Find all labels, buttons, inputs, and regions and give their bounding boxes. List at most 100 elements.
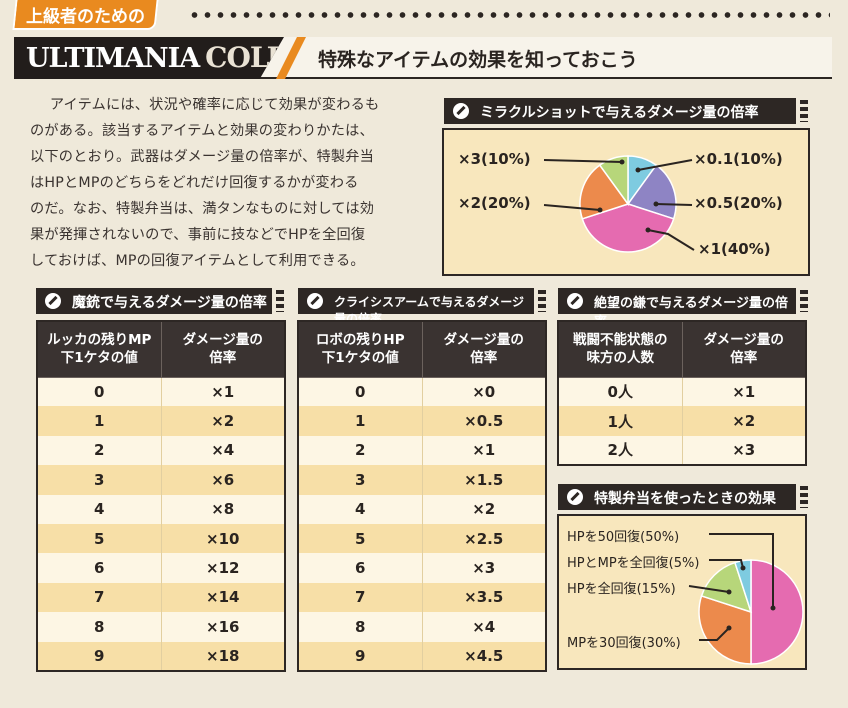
table-row: 9 ×4.5 (298, 641, 547, 671)
bento-pie-chart (688, 533, 804, 665)
table-cell: 5 (37, 523, 162, 554)
table-header: 戦闘不能状態の 味方の人数 (557, 320, 683, 378)
table-cell: ×14 (161, 582, 286, 613)
table-cell: ×12 (161, 553, 286, 583)
table-cell: 1人 (558, 406, 683, 436)
table-cell: 0 (298, 377, 423, 407)
table-row: 6 ×12 (37, 553, 286, 583)
table-row: 3 ×1.5 (298, 465, 547, 495)
column-subtitle: 特殊なアイテムの効果を知っておこう (318, 49, 638, 71)
heading-bars (276, 290, 284, 312)
intro-paragraph: アイテムには、状況や確率に応じて効果が変わるも のがある。該当するアイテムと効果… (30, 97, 380, 269)
leader-dot (597, 207, 603, 213)
leader-line (637, 159, 693, 171)
table-row: 5 ×10 (37, 523, 286, 554)
label-x3: ×3(10%) (458, 150, 531, 168)
table-row: 7 ×3.5 (298, 582, 547, 613)
table-row: 1 ×0.5 (298, 406, 547, 436)
table-cell: 2人 (558, 435, 683, 466)
leader-line (699, 627, 730, 641)
beginner-tag: 上級者のための (12, 0, 159, 30)
pie-slice (698, 594, 752, 665)
label-hp50: HPを50回復(50%) (567, 530, 680, 545)
table-row: 8 ×16 (37, 612, 286, 642)
despair-heading: 絶望の鎌で与えるダメージ量の倍率 (558, 288, 808, 330)
table-header: ダメージ量の 倍率 (160, 320, 286, 378)
table-cell: 7 (37, 582, 162, 613)
table-row: 7 ×14 (37, 582, 286, 613)
table-row: 1人 ×2 (558, 406, 807, 436)
table-cell: 7 (298, 582, 423, 613)
table-cell: ×2 (422, 494, 547, 524)
table-cell: ×6 (161, 465, 286, 495)
pie-slice (733, 559, 752, 613)
leader-line (655, 203, 693, 206)
majuu-table: ルッカの残りMP 下1ケタの値 ダメージ量の 倍率 0 ×1 1 ×2 2 ×4 3 ×6 4 ×8 5 ×1… (36, 320, 286, 672)
table-cell: ×4 (161, 435, 286, 466)
despair-table: 戦闘不能状態の 味方の人数 ダメージ量の 倍率 0人 ×1 1人 ×2 2人 ×3 (557, 320, 807, 467)
table-cell: 6 (37, 553, 162, 583)
table-cell: ×1.5 (422, 465, 547, 495)
table-cell: 4 (37, 494, 162, 524)
heading-bars (538, 290, 546, 312)
table-cell: 3 (298, 465, 423, 495)
table-cell: ×1 (682, 377, 807, 407)
pie-slice (750, 559, 804, 665)
table-cell: ×2 (161, 406, 286, 436)
pie-slice (581, 203, 675, 253)
leader-dot (635, 167, 641, 173)
miracle-chart-panel: ×3(10%) ×2(20%) ×0.1(10%) ×0.5(20%) ×1(4… (442, 128, 810, 276)
title-slash-accent (276, 37, 306, 79)
table-cell: 4 (298, 494, 423, 524)
table-header: ダメージ量の 倍率 (421, 320, 547, 378)
table-cell: ×2.5 (422, 523, 547, 554)
label-x01: ×0.1(10%) (694, 150, 783, 168)
table-cell: 2 (37, 435, 162, 466)
leader-dot (645, 227, 651, 233)
table-cell: ×4.5 (422, 641, 547, 671)
table-row: 5 ×2.5 (298, 523, 547, 554)
table-row: 2人 ×3 (558, 435, 807, 466)
bento-chart-panel: HPを50回復(50%) HPとMPを全回復(5%) HPを全回復(15%) M… (557, 514, 807, 670)
heading-bars (800, 100, 808, 122)
leader-line (647, 229, 695, 251)
title-bar: ULTIMANIA COLUMN 特殊なアイテムの効果を知っておこう (14, 37, 832, 79)
leader-dot (653, 201, 659, 207)
table-row: 0 ×1 (37, 377, 286, 407)
table-cell: 2 (298, 435, 423, 466)
table-cell: 8 (37, 612, 162, 642)
table-row: 1 ×2 (37, 406, 286, 436)
table-header: ダメージ量の 倍率 (681, 320, 807, 378)
table-cell: ×1 (161, 377, 286, 407)
leader-line (709, 559, 744, 569)
table-header: ルッカの残りMP 下1ケタの値 (36, 320, 162, 378)
leader-line (543, 204, 601, 211)
leader-dot (619, 159, 625, 165)
table-cell: 1 (298, 406, 423, 436)
table-row: 3 ×6 (37, 465, 286, 495)
table-cell: ×18 (161, 641, 286, 671)
header-dot-rule (188, 10, 830, 20)
slash-circle-icon (567, 293, 583, 309)
table-cell: 1 (37, 406, 162, 436)
table-row: 0 ×0 (298, 377, 547, 407)
label-hpfull: HPを全回復(15%) (567, 582, 676, 597)
table-cell: ×8 (161, 494, 286, 524)
table-cell: ×0.5 (422, 406, 547, 436)
leader-dot (740, 565, 746, 571)
pie-slice (598, 155, 629, 207)
leader-line (543, 159, 623, 163)
table-cell: ×3.5 (422, 582, 547, 613)
table-cell: ×3 (422, 553, 547, 583)
leader-line (709, 533, 774, 608)
table-row: 4 ×8 (37, 494, 286, 524)
table-cell: ×4 (422, 612, 547, 642)
leader-dot (726, 589, 732, 595)
heading-bars (800, 290, 808, 312)
table-row: 8 ×4 (298, 612, 547, 642)
table-row: 6 ×3 (298, 553, 547, 583)
table-row: 9 ×18 (37, 641, 286, 671)
table-cell: 6 (298, 553, 423, 583)
table-cell: ×2 (682, 406, 807, 436)
